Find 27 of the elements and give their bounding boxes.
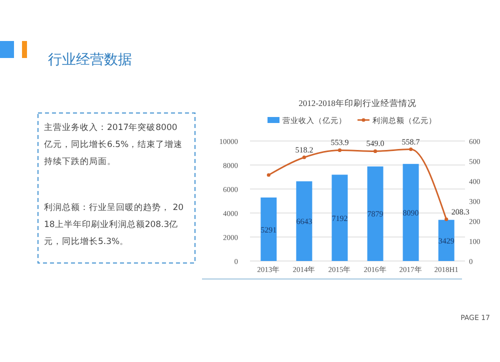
data-label: 3429 <box>438 236 454 246</box>
point <box>409 147 413 152</box>
data-label: 7192 <box>332 214 348 223</box>
point <box>444 218 448 222</box>
data-label: 7879 <box>367 210 384 219</box>
data-label: 558.7 <box>402 137 420 146</box>
bar <box>296 181 312 261</box>
data-label: 549.0 <box>366 139 384 148</box>
point <box>373 149 378 153</box>
point <box>302 156 306 160</box>
data-label: 553.9 <box>330 138 349 148</box>
bar <box>332 174 348 261</box>
bar <box>438 220 454 261</box>
bar <box>260 198 277 261</box>
chart-title: 2012-2018年印刷行业经营情况 <box>298 98 416 108</box>
text: 主营业务收入：2017年突破8000亿元，同比增长6.5%，结束了增速持续下跌的局面。 <box>43 122 183 167</box>
bar <box>402 164 419 261</box>
point <box>266 173 270 177</box>
text: 利润总额：行业呈回暖的趋势， 2018上半年印刷业利润总额208.3亿元，同比增长5.3%。 <box>44 202 184 247</box>
data-label: 5291 <box>260 225 277 234</box>
data-label: 8090 <box>402 208 419 218</box>
bar <box>367 166 384 261</box>
data-label: 6643 <box>296 217 312 226</box>
point <box>338 148 342 152</box>
data-label: 208.3 <box>451 207 470 216</box>
text: 行业经营数据 <box>48 52 132 68</box>
data-label: 518.2 <box>295 145 314 154</box>
